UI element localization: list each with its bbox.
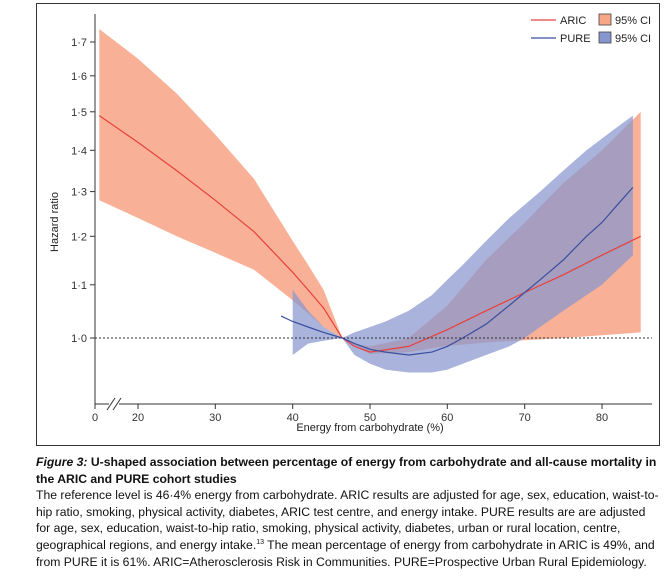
y-tick-label: 1·4	[71, 145, 87, 157]
legend-swatch-aric-ci	[598, 13, 612, 26]
y-tick-label: 1·5	[71, 107, 87, 119]
caption-heading: Figure 3: U-shaped association between p…	[36, 454, 662, 487]
y-tick-label: 1·6	[71, 71, 87, 83]
figure-caption: Figure 3: U-shaped association between p…	[36, 454, 662, 570]
caption-body: The reference level is 46·4% energy from…	[36, 487, 662, 570]
caption-footnote-ref: 13	[256, 538, 264, 546]
x-tick-label: 20	[132, 412, 144, 424]
series-line-pure	[280, 187, 634, 356]
legend-label-aric-ci: 95% CI	[615, 15, 651, 27]
caption-body-part1: The reference level is 46·4% energy from…	[36, 488, 659, 552]
axes: 1·0 1·1 1·2 1·3 1·4 1·5 1·6 1·7 0 20 30 40 50 60 70 80	[71, 14, 652, 424]
axis-break-mark	[112, 397, 122, 411]
y-tick-label: 1·7	[71, 37, 87, 49]
x-tick-label: 30	[209, 412, 221, 424]
y-tick-label: 1·2	[71, 231, 87, 243]
ci-band-pure	[292, 115, 633, 373]
y-tick-label: 1·1	[71, 280, 87, 292]
ci-bands	[99, 29, 641, 373]
x-axis-title: Energy from carbohydrate (%)	[296, 422, 443, 434]
x-tick-label: 60	[441, 412, 453, 424]
x-tick-label: 50	[364, 412, 376, 424]
chart: 1·01·11·21·31·41·51·61·70 20 30 40 50 60 70 80 …	[49, 13, 652, 434]
axis-break-mark	[106, 397, 116, 411]
caption-title: U-shaped association between percentage …	[36, 455, 657, 486]
y-tick-label: 1·3	[71, 187, 87, 199]
y-axis-title: Hazard ratio	[49, 192, 61, 252]
axis-break-gap	[109, 402, 119, 406]
x-tick-label: 70	[519, 412, 531, 424]
x-tick-label: 40	[287, 412, 299, 424]
x-tick-label: 80	[596, 412, 608, 424]
caption-figure-label: Figure 3:	[36, 455, 88, 469]
legend-swatch-pure-ci	[598, 31, 612, 44]
x-tick-label: 0	[92, 412, 98, 424]
legend-label-pure-ci: 95% CI	[615, 33, 651, 45]
legend: ARIC 95% CI PURE 95% CI	[531, 13, 651, 45]
y-tick-label: 1·0	[71, 333, 87, 345]
series-line-aric	[98, 115, 641, 353]
series-lines	[98, 115, 641, 356]
caption-body-part2: The mean percentage of energy from carbo…	[36, 537, 655, 569]
legend-label-pure: PURE	[560, 33, 591, 45]
legend-label-aric: ARIC	[560, 15, 586, 27]
